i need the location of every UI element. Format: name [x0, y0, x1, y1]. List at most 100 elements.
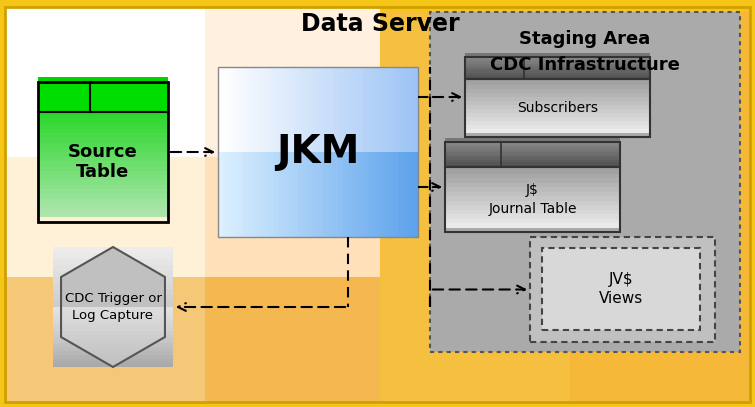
- Bar: [353, 152, 358, 237]
- Bar: [205, 157, 380, 277]
- Bar: [445, 169, 620, 173]
- Bar: [53, 313, 173, 319]
- Bar: [273, 152, 278, 237]
- Bar: [5, 157, 205, 277]
- Bar: [38, 161, 168, 166]
- Bar: [298, 67, 303, 152]
- Bar: [373, 67, 378, 152]
- Polygon shape: [61, 247, 165, 367]
- Bar: [223, 152, 228, 237]
- Text: JV$
Views: JV$ Views: [599, 271, 643, 306]
- Bar: [373, 152, 378, 237]
- Bar: [465, 57, 650, 61]
- Bar: [465, 61, 650, 65]
- Bar: [465, 81, 650, 85]
- Bar: [263, 67, 268, 152]
- Bar: [408, 152, 413, 237]
- Bar: [38, 82, 168, 87]
- Bar: [38, 82, 168, 222]
- Bar: [445, 223, 620, 228]
- Bar: [53, 359, 173, 363]
- Bar: [228, 152, 233, 237]
- Bar: [413, 67, 418, 152]
- Bar: [445, 187, 620, 192]
- Bar: [323, 67, 328, 152]
- Bar: [465, 117, 650, 121]
- Bar: [465, 105, 650, 109]
- Bar: [293, 67, 298, 152]
- Bar: [358, 152, 363, 237]
- Bar: [378, 67, 383, 152]
- Bar: [288, 152, 293, 237]
- Bar: [465, 125, 650, 129]
- Bar: [38, 87, 168, 91]
- Bar: [465, 121, 650, 125]
- Bar: [243, 67, 248, 152]
- Bar: [445, 205, 620, 210]
- Bar: [413, 152, 418, 237]
- Text: Staging Area
CDC Infrastructure: Staging Area CDC Infrastructure: [490, 31, 680, 74]
- Bar: [258, 67, 263, 152]
- Bar: [445, 142, 620, 144]
- Bar: [465, 113, 650, 117]
- Bar: [53, 343, 173, 349]
- Bar: [53, 361, 173, 367]
- Bar: [445, 147, 620, 149]
- Bar: [293, 152, 298, 237]
- Bar: [465, 70, 650, 73]
- Bar: [358, 67, 363, 152]
- Bar: [530, 237, 715, 342]
- Bar: [218, 152, 223, 237]
- Bar: [53, 351, 173, 355]
- Bar: [253, 67, 258, 152]
- Bar: [38, 124, 168, 129]
- Bar: [53, 331, 173, 337]
- Bar: [53, 319, 173, 325]
- Bar: [53, 343, 173, 347]
- Bar: [388, 152, 393, 237]
- Bar: [465, 75, 650, 77]
- Bar: [445, 219, 620, 223]
- Bar: [343, 67, 348, 152]
- Text: Source
Table: Source Table: [68, 142, 138, 182]
- Bar: [465, 109, 650, 113]
- Bar: [53, 307, 173, 313]
- Bar: [445, 142, 620, 147]
- Bar: [53, 355, 173, 359]
- Bar: [238, 67, 243, 152]
- Bar: [445, 210, 620, 214]
- Bar: [368, 152, 373, 237]
- Bar: [38, 129, 168, 133]
- Bar: [393, 152, 398, 237]
- Bar: [38, 133, 168, 138]
- Bar: [465, 85, 650, 89]
- Bar: [38, 199, 168, 204]
- Bar: [53, 349, 173, 355]
- Bar: [288, 67, 293, 152]
- Bar: [333, 152, 338, 237]
- Bar: [465, 66, 650, 68]
- Bar: [53, 323, 173, 327]
- Bar: [348, 152, 353, 237]
- Bar: [38, 189, 168, 194]
- Bar: [465, 57, 650, 137]
- Bar: [38, 180, 168, 185]
- Bar: [465, 59, 650, 61]
- Bar: [53, 347, 173, 351]
- Bar: [465, 77, 650, 79]
- Bar: [273, 67, 278, 152]
- Text: JKM: JKM: [276, 133, 359, 171]
- Bar: [323, 152, 328, 237]
- Bar: [38, 152, 168, 157]
- Bar: [38, 175, 168, 180]
- Bar: [263, 152, 268, 237]
- Bar: [38, 96, 168, 101]
- Text: Subscribers: Subscribers: [517, 101, 598, 115]
- Bar: [278, 152, 283, 237]
- Bar: [398, 152, 403, 237]
- Bar: [445, 178, 620, 182]
- Bar: [38, 119, 168, 124]
- Bar: [38, 208, 168, 213]
- Bar: [445, 147, 620, 151]
- Bar: [38, 166, 168, 171]
